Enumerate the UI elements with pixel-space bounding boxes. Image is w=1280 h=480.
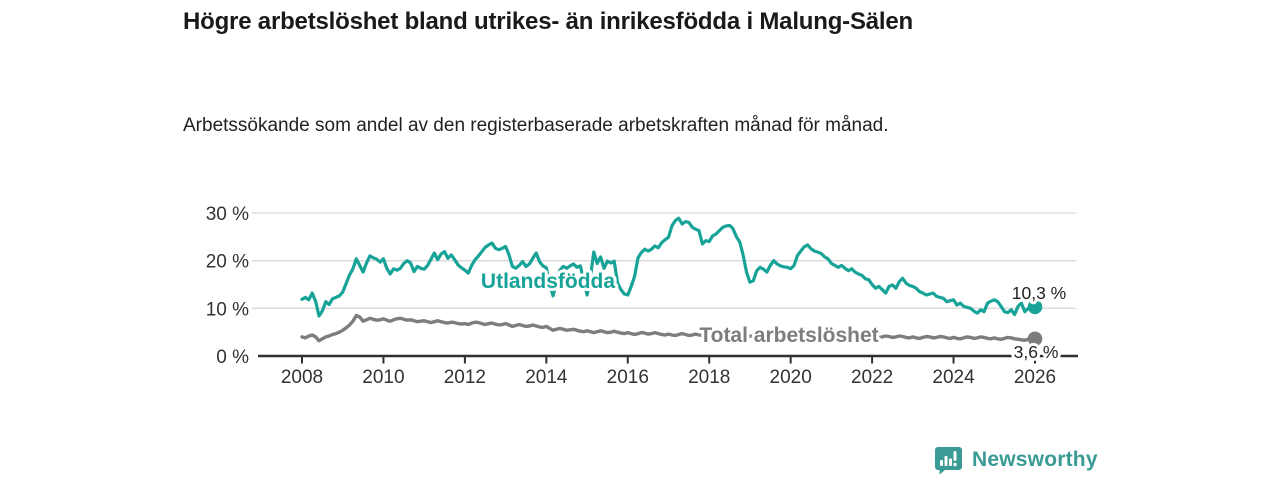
x-tick-label: 2022: [851, 367, 893, 388]
newsworthy-logo-text: Newsworthy: [972, 447, 1098, 471]
x-tick-label: 2020: [770, 367, 812, 388]
x-tick-label: 2012: [444, 367, 486, 388]
y-tick-label: 10 %: [206, 299, 249, 320]
x-tick-label: 2016: [607, 367, 649, 388]
utlandsfodda-line: [300, 216, 1037, 318]
chart-subtitle: Arbetssökande som andel av den registerb…: [183, 115, 889, 136]
page-title: Högre arbetslöshet bland utrikes- än inr…: [183, 8, 914, 35]
x-tick-label: 2008: [281, 367, 323, 388]
total-arbetsloshet-end-dot: [1027, 331, 1043, 347]
y-tick-label: 30 %: [206, 204, 249, 225]
total-arbetsloshet-line: [300, 313, 1037, 343]
series-label-total-arbetsloshet: Total arbetslöshet: [699, 324, 878, 347]
series-label-utlandsfodda: Utlandsfödda: [481, 270, 615, 293]
x-tick-label: 2014: [525, 367, 568, 388]
x-tick-label: 2018: [688, 367, 730, 388]
y-tick-label: 20 %: [206, 252, 249, 273]
series-layer: [300, 216, 1043, 347]
label-layer: Utlandsfödda Total arbetslöshet 10,3 % 3…: [478, 267, 1069, 365]
x-axis: 2008 2010 2012 2014 2016 2018 2020 2022 2024 2026: [258, 354, 1078, 388]
newsworthy-logo-link[interactable]: Newsworthy: [933, 444, 1098, 475]
x-tick-label: 2024: [932, 367, 975, 388]
newsworthy-logo-icon: [935, 447, 962, 475]
end-value-label-total: 3,6 %: [1014, 342, 1059, 362]
utlandsfodda-end-dot: [1027, 299, 1043, 315]
y-tick-label: 0 %: [216, 347, 249, 368]
grid-layer: 0 % 10 % 20 % 30 %: [206, 204, 1076, 368]
x-tick-label: 2026: [1014, 367, 1056, 388]
end-value-label-utlandsfodda: 10,3 %: [1012, 283, 1066, 303]
x-tick-label: 2010: [362, 367, 404, 388]
